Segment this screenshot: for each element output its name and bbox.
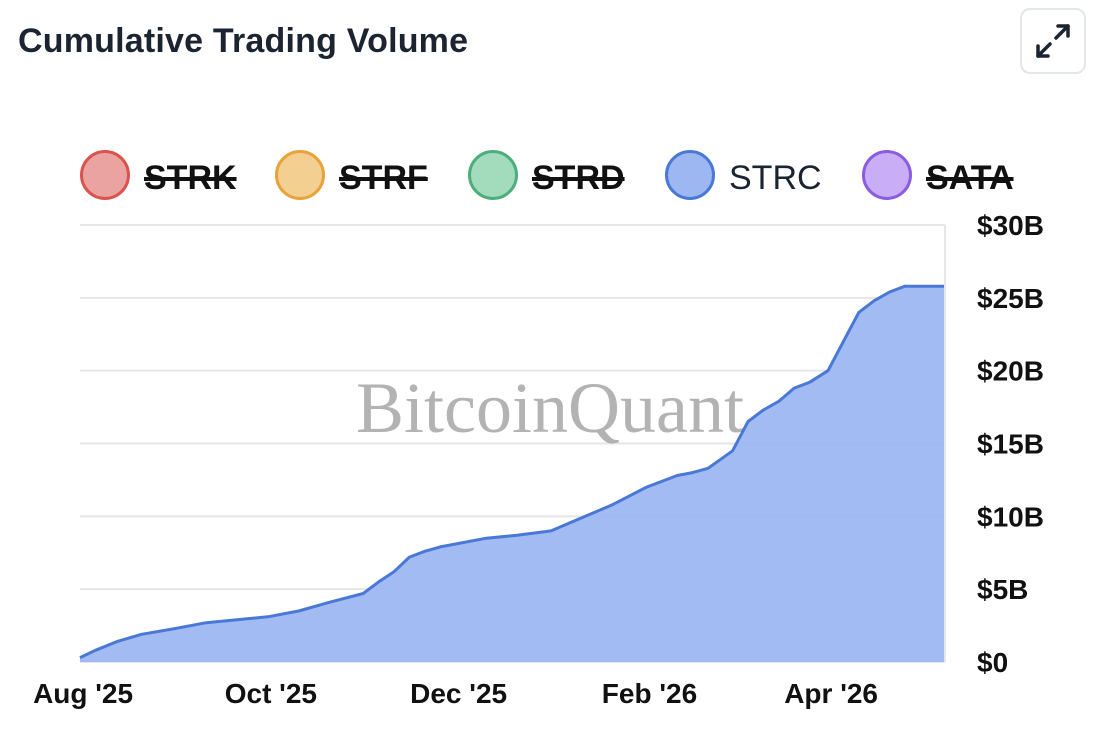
watermark-text: BitcoinQuant (356, 368, 744, 448)
y-tick-label: $25B (977, 283, 1044, 314)
x-axis-ticks: Aug '25 Oct '25 Dec '25 Feb '26 Apr '26 (33, 678, 878, 709)
legend-label-sata: SATA (926, 159, 1014, 197)
legend-swatch-strd (468, 150, 518, 200)
expand-button[interactable] (1020, 8, 1086, 74)
x-tick-label: Apr '26 (784, 678, 878, 709)
y-axis-ticks: $0 $5B $10B $15B $20B $25B $30B (977, 210, 1044, 678)
series-area-strc (80, 286, 945, 662)
y-tick-label: $0 (977, 647, 1008, 678)
series-line-strc (79, 284, 945, 659)
chart-title: Cumulative Trading Volume (18, 22, 469, 60)
expand-arrows-icon (1036, 24, 1070, 58)
x-tick-label: Oct '25 (225, 678, 317, 709)
legend-swatch-strc (665, 150, 715, 200)
y-tick-label: $10B (977, 501, 1044, 532)
legend-label-strf: STRF (339, 159, 428, 197)
y-tick-label: $5B (977, 574, 1028, 605)
legend-swatch-strf (275, 150, 325, 200)
x-tick-label: Feb '26 (602, 678, 697, 709)
y-tick-label: $30B (977, 210, 1044, 241)
legend-label-strd: STRD (532, 159, 625, 197)
legend-swatch-strk (80, 150, 130, 200)
legend-label-strc: STRC (729, 159, 822, 197)
y-tick-label: $15B (977, 429, 1044, 460)
y-tick-label: $20B (977, 356, 1044, 387)
legend-label-strk: STRK (144, 159, 237, 197)
x-tick-label: Aug '25 (33, 678, 133, 709)
legend-swatch-sata (862, 150, 912, 200)
x-tick-label: Dec '25 (410, 678, 507, 709)
